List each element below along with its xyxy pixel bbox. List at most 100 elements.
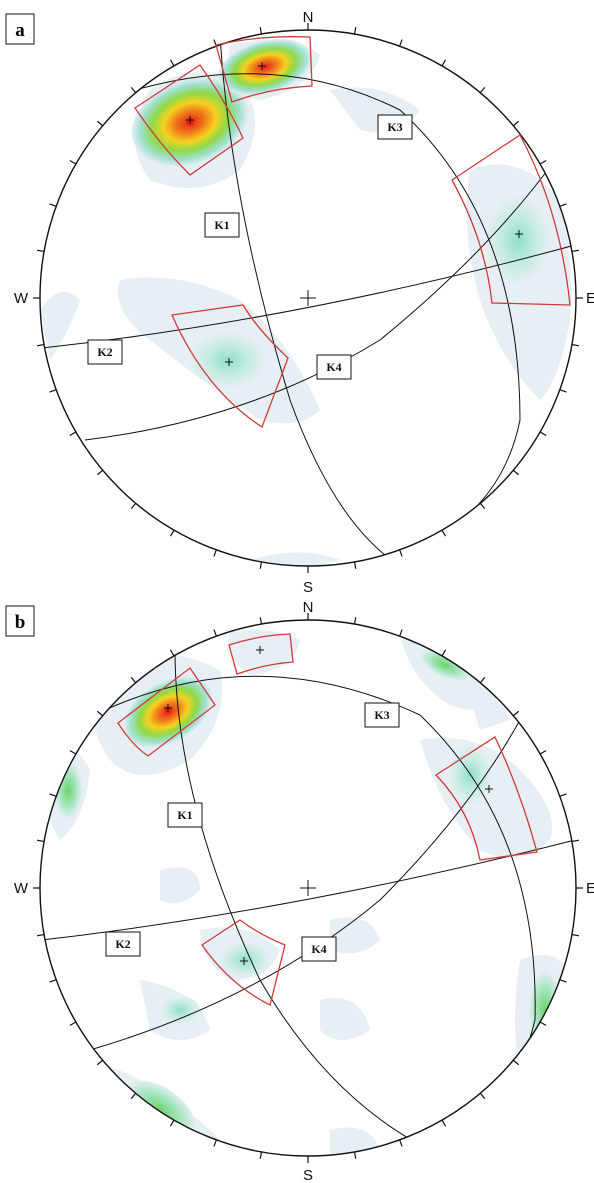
- azimuth-tick: [571, 249, 579, 253]
- window-k1: [117, 667, 216, 757]
- window-k3: [228, 633, 294, 675]
- panel-letter: a: [15, 20, 25, 41]
- panel-b: b N S: [5, 599, 594, 1183]
- label-k1: K1: [177, 808, 192, 822]
- azimuth-tick: [96, 120, 104, 127]
- azimuth-tick: [49, 979, 57, 983]
- azimuth-tick: [49, 389, 57, 393]
- azimuth-tick: [130, 502, 137, 510]
- east-label: E: [586, 290, 594, 307]
- azimuth-tick: [559, 979, 567, 983]
- azimuth-tick: [49, 793, 57, 797]
- azimuth-tick: [512, 469, 520, 476]
- window-k-east: [434, 736, 538, 861]
- azimuth-tick: [37, 249, 45, 253]
- azimuth-tick: [353, 561, 357, 569]
- west-label: W: [14, 880, 29, 897]
- great-circles: [41, 34, 576, 556]
- azimuth-tick: [539, 431, 547, 437]
- azimuth-ticks: [33, 23, 583, 573]
- azimuth-tick: [353, 27, 357, 35]
- pole-k3: [258, 62, 266, 70]
- window-k2: [201, 919, 286, 1006]
- label-box-k3: [377, 114, 413, 140]
- center-mark: [300, 290, 316, 306]
- pole-markers: [164, 646, 493, 965]
- azimuth-tick: [571, 343, 579, 347]
- label-k4: K4: [326, 360, 341, 374]
- azimuth-tick: [512, 710, 520, 717]
- pole-k1: [164, 704, 172, 712]
- azimuth-tick: [571, 933, 579, 937]
- north-label: N: [303, 599, 314, 616]
- great-circle-k2: [41, 839, 576, 941]
- azimuth-tick: [399, 1139, 403, 1147]
- azimuth-tick: [559, 793, 567, 797]
- azimuth-tick: [130, 86, 137, 94]
- azimuth-tick: [37, 933, 45, 937]
- azimuth-tick: [571, 839, 579, 843]
- azimuth-tick: [399, 629, 403, 637]
- label-box-k2: [87, 339, 123, 365]
- pole-k3: [256, 646, 264, 654]
- label-k4: K4: [311, 942, 326, 956]
- panel-letter-box: [5, 13, 35, 45]
- azimuth-tick: [559, 203, 567, 207]
- azimuth-tick: [539, 159, 547, 165]
- great-circle-k1: [219, 34, 386, 556]
- azimuth-tick: [96, 1059, 104, 1066]
- azimuth-tick: [69, 749, 77, 755]
- azimuth-tick: [37, 343, 45, 347]
- label-k1: K1: [214, 218, 229, 232]
- azimuth-tick: [130, 1092, 137, 1100]
- center-mark: [300, 880, 316, 896]
- azimuth-tick: [69, 1021, 77, 1027]
- azimuth-tick: [213, 629, 217, 637]
- panel-letter: b: [15, 612, 26, 633]
- azimuth-tick: [69, 431, 77, 437]
- azimuth-tick: [441, 529, 447, 537]
- azimuth-tick: [539, 749, 547, 755]
- south-label: S: [303, 579, 313, 596]
- pole-k2: [240, 957, 248, 965]
- great-circles: [41, 649, 576, 1151]
- set-labels: K3 K1 K2 K4: [87, 114, 413, 380]
- azimuth-tick: [353, 1151, 357, 1159]
- azimuth-tick: [441, 59, 447, 67]
- azimuth-tick: [259, 27, 263, 35]
- azimuth-tick: [49, 203, 57, 207]
- azimuth-tick: [37, 839, 45, 843]
- label-k3: K3: [387, 120, 402, 134]
- great-circle-k3: [104, 675, 536, 1086]
- pole-east: [515, 230, 523, 238]
- great-circle-k2: [41, 244, 576, 349]
- label-box-k1: [167, 802, 203, 828]
- window-k3: [215, 36, 313, 103]
- set-windows: [117, 633, 538, 1006]
- azimuth-tick: [169, 59, 175, 67]
- great-circle-k4: [84, 159, 556, 441]
- azimuth-ticks: [33, 613, 583, 1163]
- azimuth-tick: [399, 549, 403, 557]
- label-k2: K2: [97, 345, 112, 359]
- west-label: W: [14, 290, 29, 307]
- set-labels: K3 K1 K2 K4: [105, 702, 400, 962]
- panel-a: a N S W E: [5, 9, 594, 596]
- azimuth-tick: [213, 1139, 217, 1147]
- azimuth-tick: [259, 617, 263, 625]
- azimuth-tick: [559, 389, 567, 393]
- azimuth-tick: [169, 529, 175, 537]
- east-label: E: [586, 880, 594, 897]
- pole-k2: [225, 358, 233, 366]
- label-box-k4: [316, 354, 352, 380]
- label-k3: K3: [374, 708, 389, 722]
- azimuth-tick: [399, 39, 403, 47]
- azimuth-tick: [69, 159, 77, 165]
- great-circle-k3: [89, 73, 521, 506]
- south-label: S: [303, 1167, 313, 1183]
- pole-k1: [186, 116, 194, 124]
- pole-east: [485, 785, 493, 793]
- azimuth-tick: [441, 649, 447, 657]
